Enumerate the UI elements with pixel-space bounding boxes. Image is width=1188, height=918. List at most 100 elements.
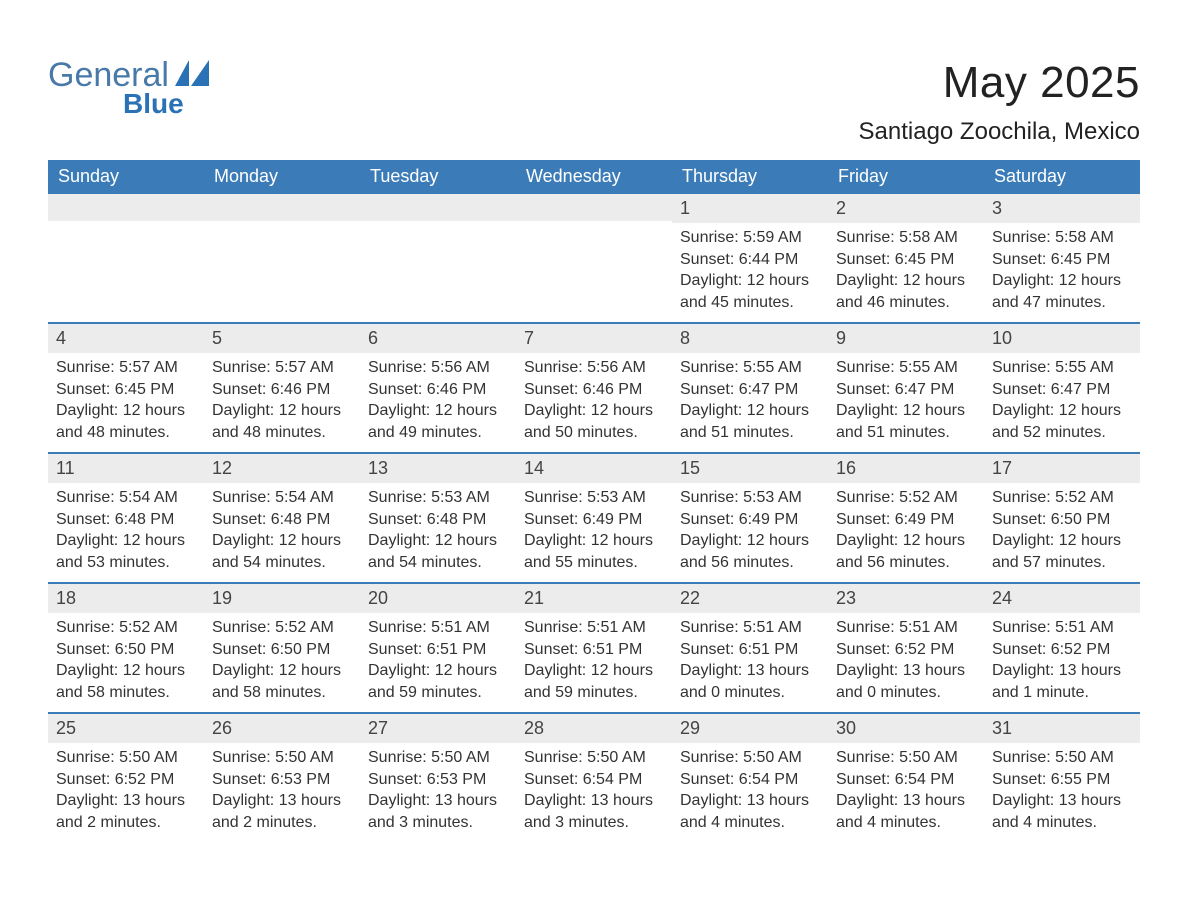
sunrise-text: Sunrise: 5:57 AM [212,357,352,379]
day-number: 10 [984,324,1140,353]
sunrise-text: Sunrise: 5:52 AM [56,617,196,639]
sunrise-text: Sunrise: 5:52 AM [992,487,1132,509]
day-number: 12 [204,454,360,483]
sunrise-text: Sunrise: 5:50 AM [212,747,352,769]
day-number: 19 [204,584,360,613]
day-body: Sunrise: 5:58 AMSunset: 6:45 PMDaylight:… [828,223,984,319]
day-cell: 5Sunrise: 5:57 AMSunset: 6:46 PMDaylight… [204,324,360,452]
daylight-text: Daylight: 12 hours and 47 minutes. [992,270,1132,313]
daylight-text: Daylight: 12 hours and 48 minutes. [56,400,196,443]
day-cell: 4Sunrise: 5:57 AMSunset: 6:45 PMDaylight… [48,324,204,452]
daylight-text: Daylight: 12 hours and 46 minutes. [836,270,976,313]
sunrise-text: Sunrise: 5:53 AM [680,487,820,509]
sunrise-text: Sunrise: 5:53 AM [524,487,664,509]
day-number: 21 [516,584,672,613]
sunrise-text: Sunrise: 5:51 AM [836,617,976,639]
weekday-cell: Sunday [48,160,204,194]
sunrise-text: Sunrise: 5:52 AM [212,617,352,639]
day-cell: 6Sunrise: 5:56 AMSunset: 6:46 PMDaylight… [360,324,516,452]
day-cell: 8Sunrise: 5:55 AMSunset: 6:47 PMDaylight… [672,324,828,452]
daylight-text: Daylight: 12 hours and 52 minutes. [992,400,1132,443]
sunrise-text: Sunrise: 5:55 AM [836,357,976,379]
day-number: 4 [48,324,204,353]
day-body: Sunrise: 5:54 AMSunset: 6:48 PMDaylight:… [204,483,360,579]
week-row: 25Sunrise: 5:50 AMSunset: 6:52 PMDayligh… [48,712,1140,842]
sunset-text: Sunset: 6:44 PM [680,249,820,271]
sunrise-text: Sunrise: 5:50 AM [992,747,1132,769]
day-cell: 7Sunrise: 5:56 AMSunset: 6:46 PMDaylight… [516,324,672,452]
day-cell: 25Sunrise: 5:50 AMSunset: 6:52 PMDayligh… [48,714,204,842]
day-cell: 20Sunrise: 5:51 AMSunset: 6:51 PMDayligh… [360,584,516,712]
daylight-text: Daylight: 13 hours and 0 minutes. [680,660,820,703]
sunrise-text: Sunrise: 5:52 AM [836,487,976,509]
daylight-text: Daylight: 12 hours and 51 minutes. [680,400,820,443]
day-cell [516,194,672,322]
day-number: 15 [672,454,828,483]
sunset-text: Sunset: 6:51 PM [524,639,664,661]
sunrise-text: Sunrise: 5:50 AM [56,747,196,769]
day-cell [48,194,204,322]
day-body: Sunrise: 5:51 AMSunset: 6:51 PMDaylight:… [516,613,672,709]
day-cell: 14Sunrise: 5:53 AMSunset: 6:49 PMDayligh… [516,454,672,582]
sunrise-text: Sunrise: 5:56 AM [524,357,664,379]
day-cell: 17Sunrise: 5:52 AMSunset: 6:50 PMDayligh… [984,454,1140,582]
sunrise-text: Sunrise: 5:59 AM [680,227,820,249]
daylight-text: Daylight: 12 hours and 59 minutes. [524,660,664,703]
daylight-text: Daylight: 13 hours and 3 minutes. [368,790,508,833]
sunrise-text: Sunrise: 5:54 AM [56,487,196,509]
day-body: Sunrise: 5:50 AMSunset: 6:52 PMDaylight:… [48,743,204,839]
day-body: Sunrise: 5:57 AMSunset: 6:46 PMDaylight:… [204,353,360,449]
sunrise-text: Sunrise: 5:58 AM [992,227,1132,249]
day-body: Sunrise: 5:50 AMSunset: 6:53 PMDaylight:… [204,743,360,839]
day-body: Sunrise: 5:59 AMSunset: 6:44 PMDaylight:… [672,223,828,319]
sunset-text: Sunset: 6:52 PM [836,639,976,661]
sunrise-text: Sunrise: 5:55 AM [992,357,1132,379]
day-body: Sunrise: 5:51 AMSunset: 6:52 PMDaylight:… [984,613,1140,709]
weekday-cell: Saturday [984,160,1140,194]
logo: General Blue [48,20,209,120]
sunset-text: Sunset: 6:50 PM [212,639,352,661]
weekday-cell: Friday [828,160,984,194]
sunset-text: Sunset: 6:46 PM [212,379,352,401]
sunrise-text: Sunrise: 5:51 AM [524,617,664,639]
day-number: 22 [672,584,828,613]
day-body: Sunrise: 5:53 AMSunset: 6:49 PMDaylight:… [516,483,672,579]
sunset-text: Sunset: 6:47 PM [992,379,1132,401]
day-number: 24 [984,584,1140,613]
sunset-text: Sunset: 6:49 PM [524,509,664,531]
daylight-text: Daylight: 12 hours and 54 minutes. [368,530,508,573]
day-body: Sunrise: 5:55 AMSunset: 6:47 PMDaylight:… [984,353,1140,449]
daylight-text: Daylight: 12 hours and 54 minutes. [212,530,352,573]
daylight-text: Daylight: 13 hours and 1 minute. [992,660,1132,703]
daylight-text: Daylight: 12 hours and 45 minutes. [680,270,820,313]
day-cell: 11Sunrise: 5:54 AMSunset: 6:48 PMDayligh… [48,454,204,582]
sunrise-text: Sunrise: 5:50 AM [680,747,820,769]
daylight-text: Daylight: 13 hours and 4 minutes. [836,790,976,833]
logo-triangle-icon [175,60,209,91]
day-number: 2 [828,194,984,223]
day-number: 25 [48,714,204,743]
header: General Blue May 2025 Santiago Zoochila,… [48,20,1140,146]
day-body: Sunrise: 5:57 AMSunset: 6:45 PMDaylight:… [48,353,204,449]
day-cell: 15Sunrise: 5:53 AMSunset: 6:49 PMDayligh… [672,454,828,582]
day-cell: 22Sunrise: 5:51 AMSunset: 6:51 PMDayligh… [672,584,828,712]
day-number: 6 [360,324,516,353]
sunrise-text: Sunrise: 5:50 AM [836,747,976,769]
day-number: 18 [48,584,204,613]
weekday-cell: Monday [204,160,360,194]
daylight-text: Daylight: 12 hours and 49 minutes. [368,400,508,443]
week-row: 1Sunrise: 5:59 AMSunset: 6:44 PMDaylight… [48,194,1140,322]
day-body: Sunrise: 5:52 AMSunset: 6:50 PMDaylight:… [204,613,360,709]
day-cell: 23Sunrise: 5:51 AMSunset: 6:52 PMDayligh… [828,584,984,712]
day-number: 9 [828,324,984,353]
sunrise-text: Sunrise: 5:57 AM [56,357,196,379]
week-row: 11Sunrise: 5:54 AMSunset: 6:48 PMDayligh… [48,452,1140,582]
day-cell: 1Sunrise: 5:59 AMSunset: 6:44 PMDaylight… [672,194,828,322]
sunset-text: Sunset: 6:50 PM [992,509,1132,531]
day-cell [204,194,360,322]
empty-day-header [48,194,204,221]
sunrise-text: Sunrise: 5:50 AM [524,747,664,769]
weekday-header-row: SundayMondayTuesdayWednesdayThursdayFrid… [48,160,1140,194]
day-body: Sunrise: 5:52 AMSunset: 6:50 PMDaylight:… [984,483,1140,579]
sunset-text: Sunset: 6:54 PM [524,769,664,791]
